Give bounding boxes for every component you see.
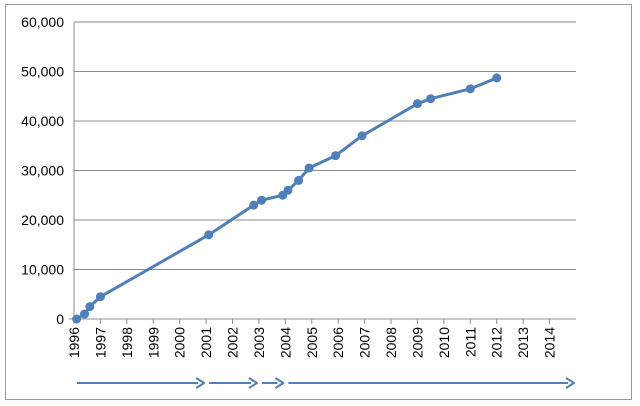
series-line	[75, 76, 499, 321]
x-tick-label: 2004	[277, 327, 293, 358]
x-tick-label: 2005	[304, 327, 320, 358]
x-tick-label: 2009	[409, 327, 425, 358]
x-tick-label: 2012	[489, 327, 505, 358]
data-series	[72, 73, 502, 324]
timeline-arrows	[77, 377, 575, 389]
chart-frame	[5, 4, 632, 400]
x-tick-label: 1998	[119, 327, 135, 358]
data-point	[249, 200, 259, 210]
data-point	[80, 309, 90, 319]
timeline-arrow	[261, 377, 285, 389]
x-tick-label: 2011	[462, 327, 478, 357]
data-point	[412, 99, 422, 109]
y-axis-tick-labels: 0 10,000 20,000 30,000 40,000 50,000 60,000	[21, 14, 64, 327]
x-tick-label: 2006	[330, 327, 346, 358]
x-tick-label: 1999	[145, 327, 161, 358]
data-point	[95, 292, 105, 302]
timeline-arrow	[77, 377, 206, 389]
x-tick-label: 1997	[92, 327, 108, 358]
y-tick-label: 50,000	[21, 64, 64, 80]
x-tick-label: 2001	[198, 327, 214, 358]
data-point	[85, 302, 95, 312]
x-tick-label: 2007	[357, 327, 373, 358]
data-point	[283, 185, 293, 195]
x-tick-label: 2013	[515, 327, 531, 358]
axes	[69, 22, 576, 324]
data-point	[72, 314, 82, 324]
gridlines	[74, 21, 576, 270]
y-tick-label: 40,000	[21, 113, 64, 129]
timeline-arrow	[209, 377, 258, 389]
data-point	[257, 195, 267, 205]
timeline-arrow	[288, 377, 575, 389]
y-tick-label: 60,000	[21, 14, 64, 30]
x-tick-label: 2002	[225, 327, 241, 358]
x-tick-label: 2003	[251, 327, 267, 358]
x-tick-label: 1996	[66, 327, 82, 358]
data-point	[294, 175, 304, 185]
x-tick-label: 2008	[383, 327, 399, 358]
data-point	[304, 163, 314, 173]
data-point	[492, 73, 502, 83]
x-axis-tick-labels: 1996 1997 1998 1999 2000 2001 2002 2003 2004 2005…	[66, 327, 558, 358]
x-tick-label: 2010	[436, 327, 452, 358]
x-tick-label: 2000	[172, 327, 188, 358]
y-tick-label: 10,000	[21, 262, 64, 278]
y-tick-label: 20,000	[21, 212, 64, 228]
data-point	[204, 230, 214, 240]
data-point	[357, 131, 367, 141]
y-tick-label: 30,000	[21, 163, 64, 179]
data-point	[426, 94, 436, 104]
data-point	[465, 84, 475, 94]
data-point	[331, 151, 341, 161]
x-tick-label: 2014	[542, 327, 558, 358]
y-tick-label: 0	[56, 311, 64, 327]
